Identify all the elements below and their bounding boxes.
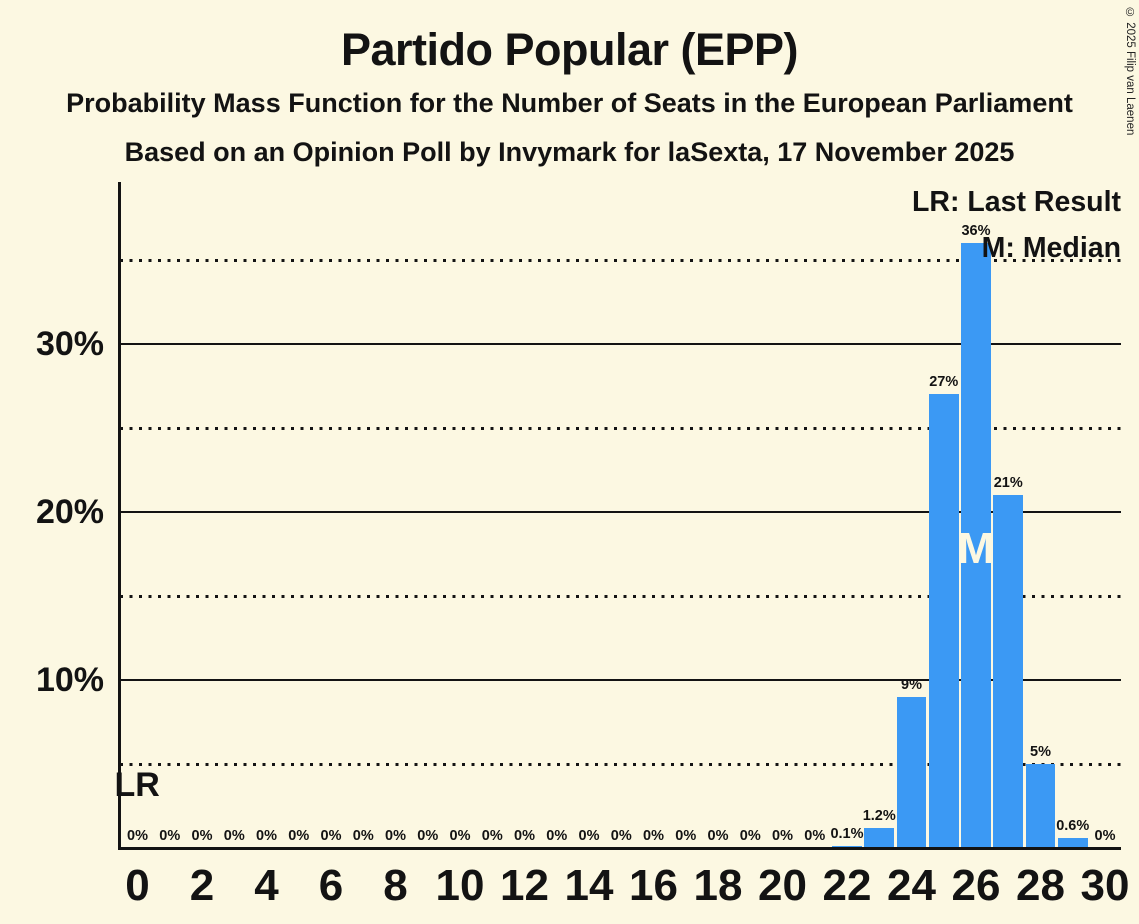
value-label-seat-28: 5%	[1030, 744, 1051, 760]
value-label-seat-7: 0%	[352, 828, 374, 844]
value-label-seat-10: 0%	[449, 828, 471, 844]
gridline-dotted-5	[119, 762, 1121, 766]
gridline-dotted-15	[119, 594, 1121, 598]
x-axis-tick-label-16: 16	[629, 861, 678, 910]
x-axis-tick-label-6: 6	[318, 861, 344, 910]
value-label-seat-15: 0%	[610, 828, 632, 844]
bar-seat-28	[1025, 764, 1056, 848]
y-axis-line	[118, 182, 121, 849]
value-label-seat-1: 0%	[159, 828, 181, 844]
value-label-seat-30: 0%	[1094, 828, 1116, 844]
value-label-seat-5: 0%	[288, 828, 310, 844]
median-marker: M	[957, 524, 995, 573]
value-label-seat-23: 1.2%	[862, 807, 896, 824]
y-axis-tick-label: 10%	[35, 661, 104, 699]
value-label-seat-17: 0%	[675, 828, 697, 844]
value-label-seat-29: 0.6%	[1056, 817, 1090, 834]
value-label-seat-26: 36%	[961, 223, 991, 240]
x-axis-tick-label-2: 2	[189, 861, 215, 910]
last-result-marker: LR	[114, 766, 160, 804]
value-label-seat-21: 0%	[804, 828, 826, 844]
x-axis-tick-label-14: 14	[564, 861, 614, 910]
value-label-seat-20: 0%	[772, 828, 793, 844]
value-label-seat-12: 0%	[514, 828, 535, 844]
bar-seat-26	[961, 243, 991, 848]
x-axis-tick-label-4: 4	[254, 861, 279, 910]
x-axis-tick-label-10: 10	[435, 861, 485, 910]
value-label-seat-14: 0%	[578, 828, 600, 844]
value-label-seat-25: 27%	[929, 374, 959, 391]
value-label-seat-24: 9%	[901, 676, 922, 693]
bar-seat-29	[1057, 837, 1088, 848]
x-axis-tick-label-18: 18	[693, 861, 743, 910]
x-axis-tick-label-0: 0	[125, 861, 150, 910]
x-axis-tick-label-22: 22	[822, 861, 872, 910]
value-label-seat-0: 0%	[127, 828, 148, 844]
x-axis-tick-label-20: 20	[758, 861, 807, 910]
value-label-seat-11: 0%	[481, 828, 503, 844]
value-label-seat-18: 0%	[707, 828, 729, 844]
value-label-seat-2: 0%	[191, 828, 213, 844]
value-label-seat-3: 0%	[223, 828, 245, 844]
chart-title: Partido Popular (EPP)	[340, 24, 799, 75]
value-label-seat-4: 0%	[256, 828, 277, 844]
bar-seat-27	[993, 495, 1024, 848]
bar-seat-23	[864, 827, 895, 848]
x-axis-tick-label-26: 26	[951, 861, 1001, 910]
value-label-seat-9: 0%	[417, 828, 439, 844]
x-axis-tick-label-8: 8	[383, 861, 408, 910]
x-axis-tick-label-28: 28	[1016, 861, 1065, 910]
legend-last-result: LR: Last Result	[911, 186, 1121, 218]
value-label-seat-8: 0%	[385, 828, 406, 844]
x-axis-line	[118, 846, 1121, 851]
value-label-seat-19: 0%	[739, 828, 761, 844]
plot-area: LR 0% 0% 0% 0% 0% 0% 0% 0% 0% 0% 0% 0% 0% 0% 0% 0% 0% 0% 0…	[115, 182, 1121, 848]
value-label-seat-16: 0%	[643, 828, 664, 844]
gridline-dotted-35	[119, 258, 1121, 262]
bar-seat-24	[896, 696, 927, 848]
copyright-notice: © 2025 Filip van Laenen	[1124, 7, 1136, 136]
value-label-seat-13: 0%	[546, 828, 568, 844]
gridline-solid-10	[119, 678, 1121, 682]
value-label-seat-6: 0%	[320, 828, 342, 844]
value-label-seat-22: 0.1%	[830, 826, 864, 843]
value-label-seat-27: 21%	[993, 475, 1023, 492]
y-axis-tick-label: 20%	[35, 493, 104, 531]
x-axis-tick-label-30: 30	[1080, 861, 1130, 910]
gridline-dotted-25	[119, 426, 1121, 430]
chart-subtitle: Probability Mass Function for the Number…	[66, 88, 1073, 118]
bar-seat-25	[928, 394, 959, 848]
x-axis-tick-label-12: 12	[500, 861, 549, 910]
chart-source-line: Based on an Opinion Poll by Invymark for…	[124, 137, 1015, 167]
y-axis-tick-label: 30%	[35, 325, 104, 363]
legend-median: M: Median	[981, 232, 1121, 264]
gridline-solid-30	[119, 342, 1121, 346]
x-axis-tick-label-24: 24	[887, 861, 936, 910]
gridline-solid-20	[119, 510, 1121, 514]
